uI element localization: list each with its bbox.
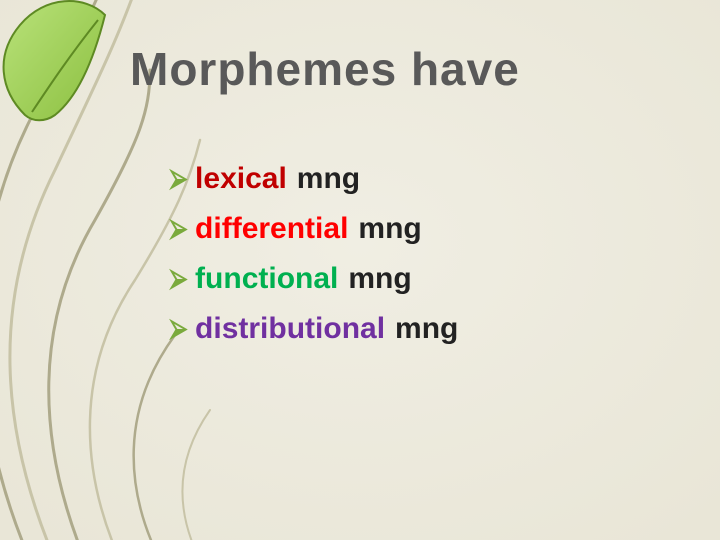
keyword: functional (195, 258, 338, 300)
slide-title: Morphemes have (130, 42, 520, 96)
slide: Morphemes have ⮚ lexical mng ⮚ different… (0, 0, 720, 540)
suffix: mng (297, 158, 360, 200)
list-item: ⮚ functional mng (170, 258, 458, 300)
keyword: distributional (195, 308, 385, 350)
leaf-icon (4, 1, 105, 120)
bullet-icon: ⮚ (170, 317, 187, 341)
bullet-icon: ⮚ (170, 267, 187, 291)
suffix: mng (348, 258, 411, 300)
keyword: lexical (195, 158, 287, 200)
list-item: ⮚ differential mng (170, 208, 458, 250)
bullet-icon: ⮚ (170, 217, 187, 241)
suffix: mng (358, 208, 421, 250)
keyword: differential (195, 208, 348, 250)
suffix: mng (395, 308, 458, 350)
list-item: ⮚ lexical mng (170, 158, 458, 200)
list-item: ⮚ distributional mng (170, 308, 458, 350)
bullet-icon: ⮚ (170, 167, 187, 191)
bullet-list: ⮚ lexical mng ⮚ differential mng ⮚ funct… (170, 150, 458, 358)
